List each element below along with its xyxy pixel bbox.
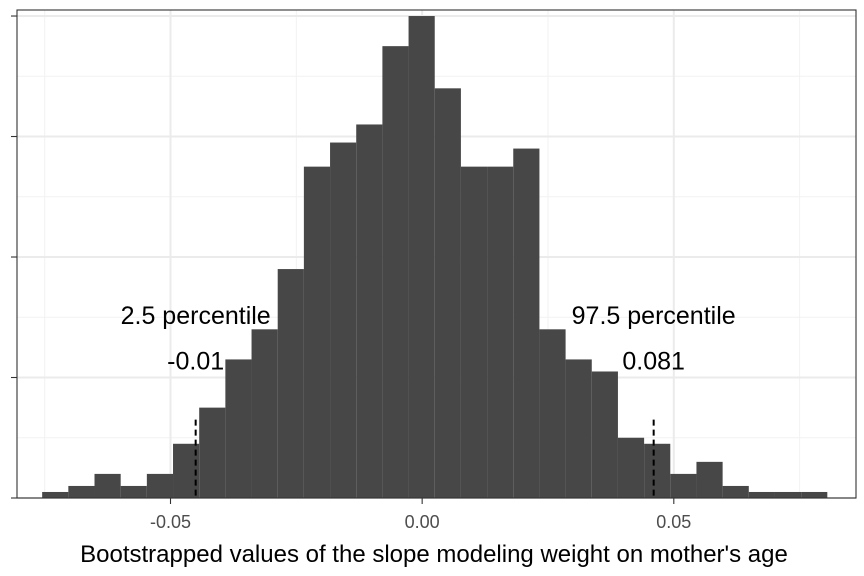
histogram-bar — [696, 461, 723, 498]
histogram-bar — [146, 473, 174, 498]
histogram-bar — [487, 166, 514, 498]
histogram-bar — [722, 485, 749, 498]
percentile-label: 2.5 percentile — [121, 302, 271, 330]
x-tick-label: 0.05 — [656, 512, 691, 532]
histogram-bar — [120, 485, 147, 498]
histogram-bar — [617, 437, 645, 498]
histogram-bar — [670, 473, 697, 498]
histogram-bar — [591, 371, 618, 498]
histogram-bar — [225, 359, 252, 498]
x-tick-label: 0.00 — [405, 512, 440, 532]
percentile-value-label: -0.01 — [167, 348, 224, 376]
histogram-bar — [748, 491, 775, 498]
panel-border — [16, 9, 857, 499]
y-axis-ticks — [11, 15, 17, 499]
percentile-lines — [194, 419, 655, 498]
histogram-bar — [513, 148, 540, 498]
histogram-bar — [68, 485, 95, 498]
histogram-bar — [199, 407, 226, 498]
percentile-annotations: 2.5 percentile -0.01 97.5 percentile 0.081 — [121, 302, 736, 376]
histogram-bar — [277, 269, 304, 498]
histogram-bars — [42, 16, 828, 499]
x-axis-ticks: -0.05 0.00 0.05 — [150, 498, 691, 532]
x-axis-title: Bootstrapped values of the slope modelin… — [80, 541, 788, 568]
percentile-value-label: 0.081 — [622, 348, 685, 376]
histogram-bar — [801, 491, 828, 498]
histogram-bar — [774, 491, 802, 498]
percentile-label: 97.5 percentile — [572, 302, 736, 330]
histogram-bar — [460, 166, 488, 498]
histogram-bar — [565, 359, 592, 498]
histogram-bar — [434, 88, 461, 498]
histogram-bar — [42, 491, 69, 498]
x-tick-label: -0.05 — [150, 512, 191, 532]
histogram-bar — [94, 473, 121, 498]
histogram-bar — [408, 16, 435, 499]
histogram-bar — [644, 443, 671, 498]
histogram-bar — [303, 166, 331, 498]
histogram-bar — [539, 329, 566, 498]
histogram-bar — [251, 329, 278, 498]
histogram-bar — [330, 142, 357, 498]
histogram-bar — [382, 46, 409, 499]
histogram-bar — [356, 124, 383, 498]
